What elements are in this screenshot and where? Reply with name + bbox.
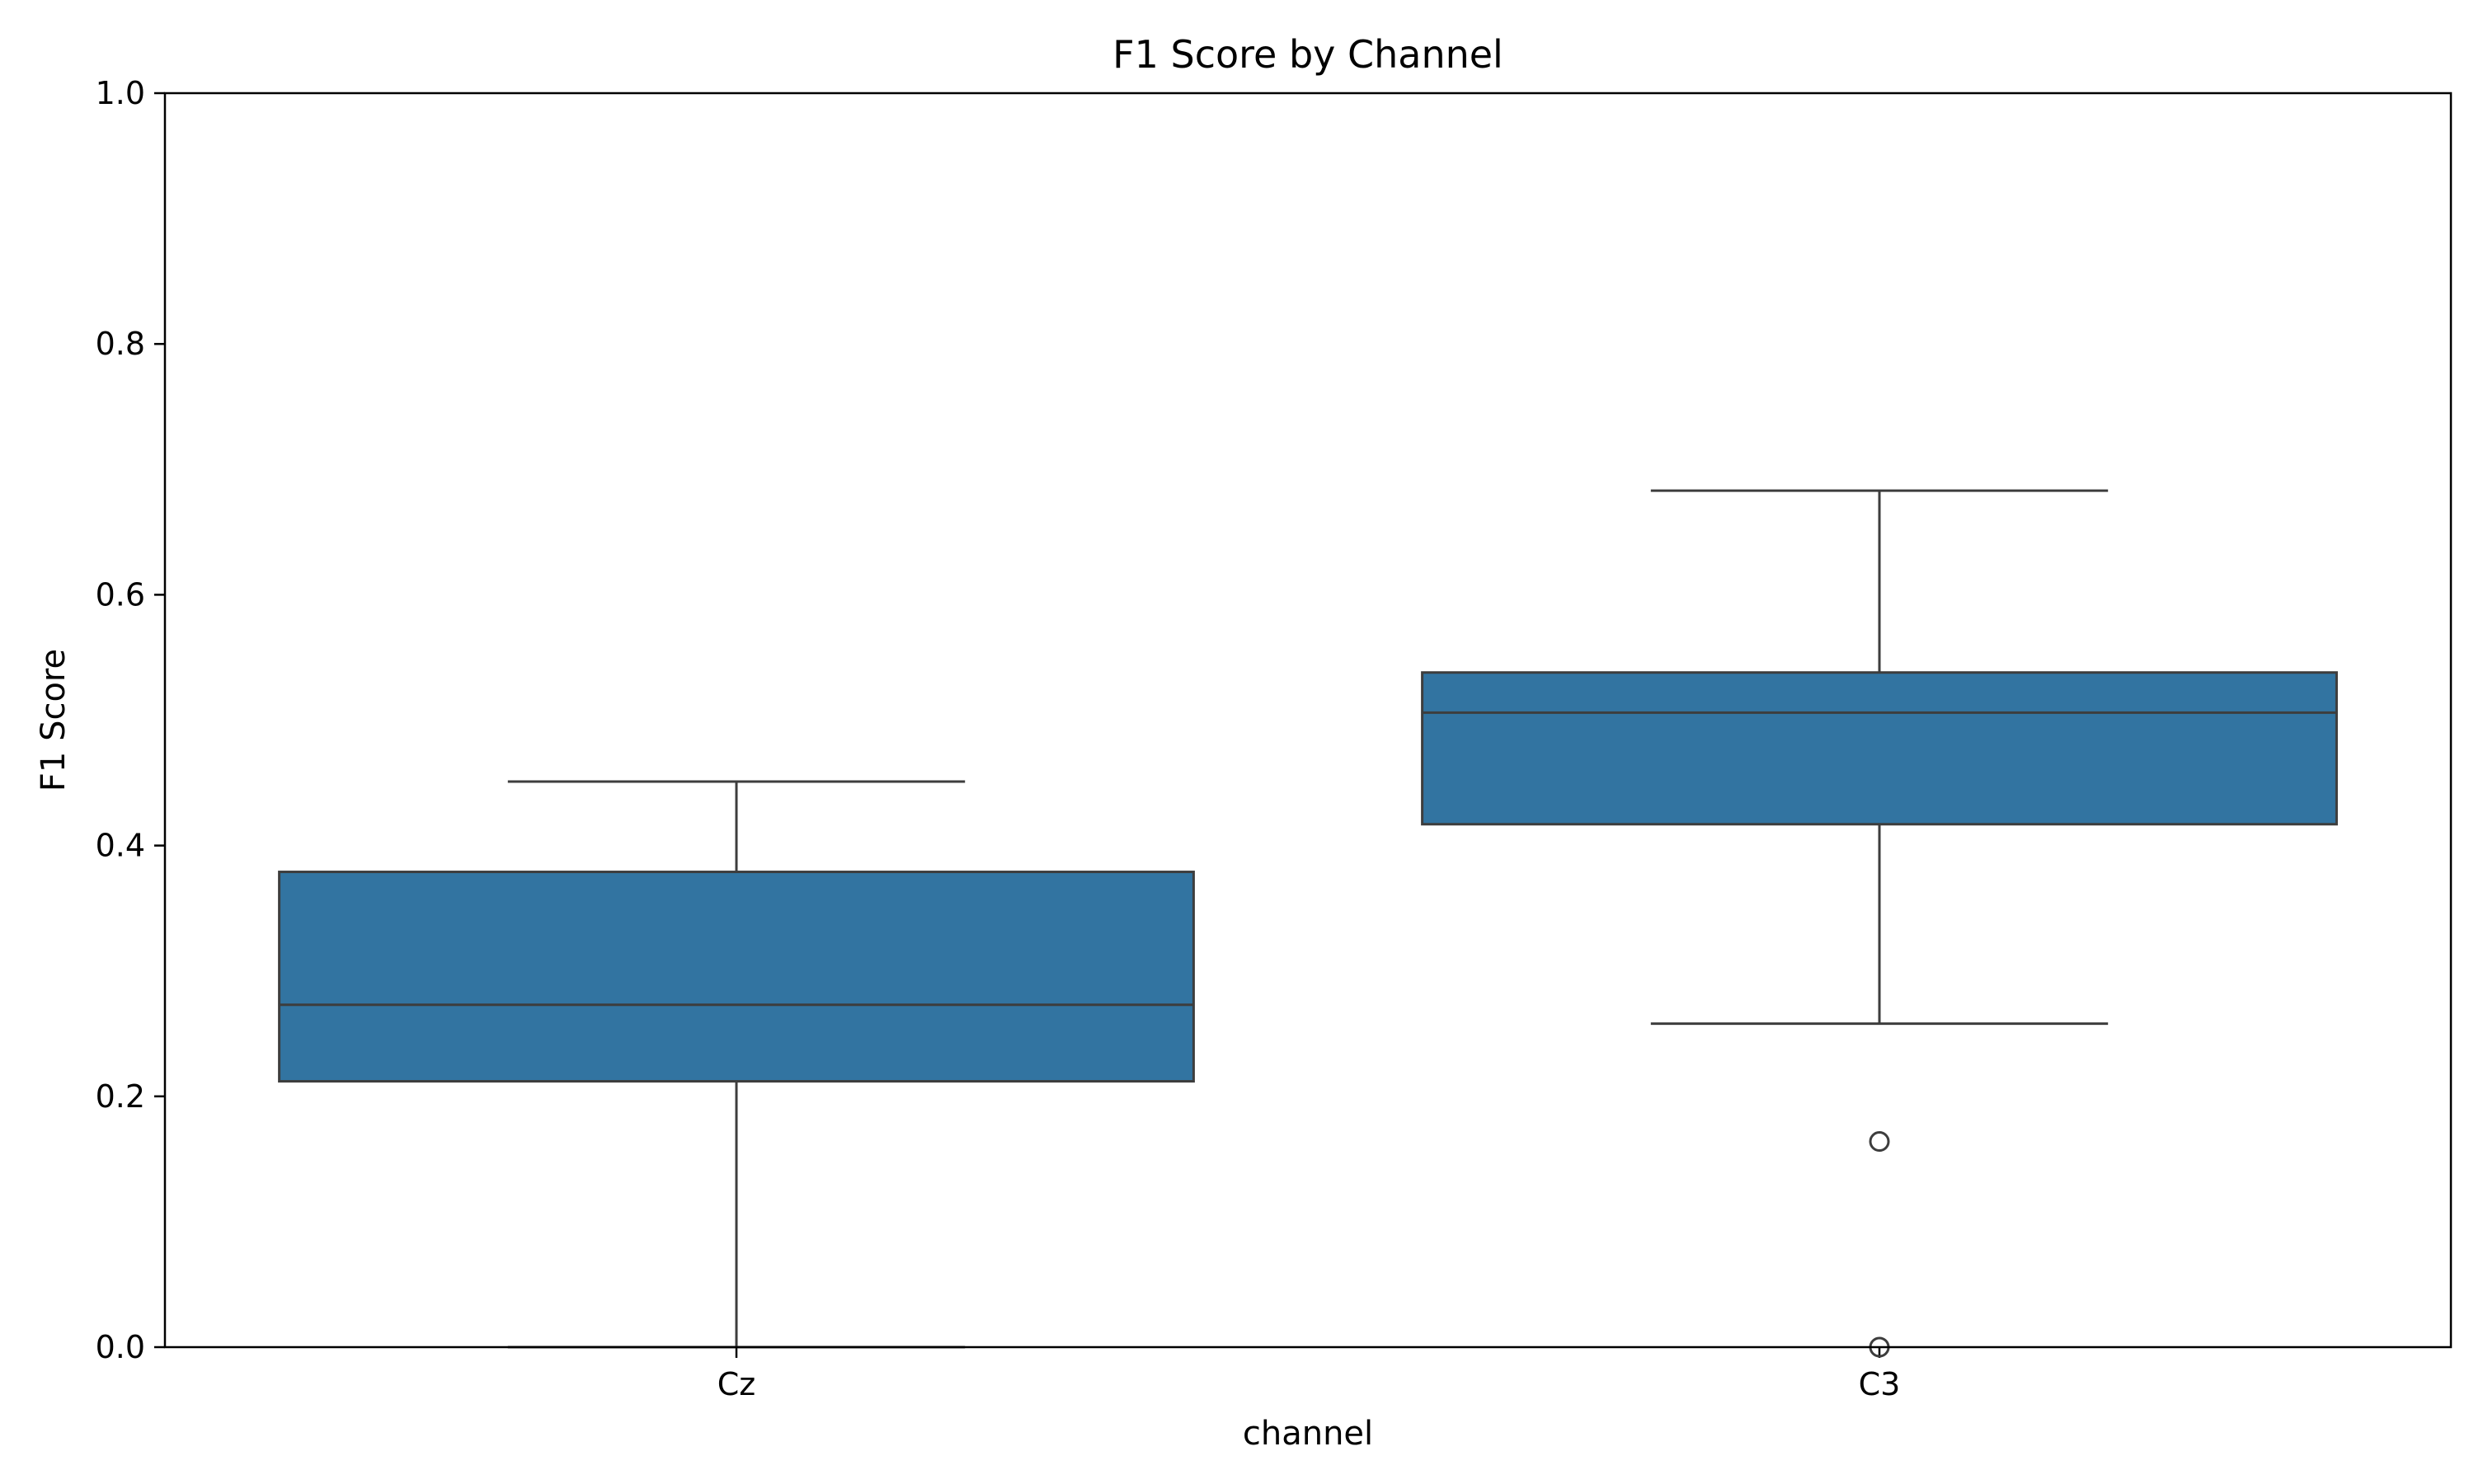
y-tick-label: 0.4 [96, 828, 145, 864]
y-tick-label: 0.2 [96, 1078, 145, 1115]
iqr-box [1421, 671, 2338, 826]
y-tick-label: 0.8 [96, 326, 145, 362]
x-axis-title: channel [1243, 1415, 1373, 1453]
y-axis-title: F1 Score [35, 649, 73, 791]
x-tick-label: Cz [717, 1366, 755, 1402]
outlier-point [1869, 1131, 1890, 1153]
box-group-cz [278, 780, 1195, 1349]
iqr-box [278, 871, 1195, 1083]
plot-frame [163, 92, 2453, 1349]
y-tick-label: 0.0 [96, 1329, 145, 1365]
y-tick-label: 0.6 [96, 576, 145, 613]
y-tick-label: 1.0 [96, 75, 145, 111]
chart-title: F1 Score by Channel [1112, 32, 1503, 77]
x-tick-label: C3 [1859, 1366, 1901, 1402]
box-group-c3 [1421, 489, 2338, 1358]
plot-area: 0.0 0.2 0.4 0.6 0.8 1.0 Cz C3 [96, 75, 2338, 1402]
